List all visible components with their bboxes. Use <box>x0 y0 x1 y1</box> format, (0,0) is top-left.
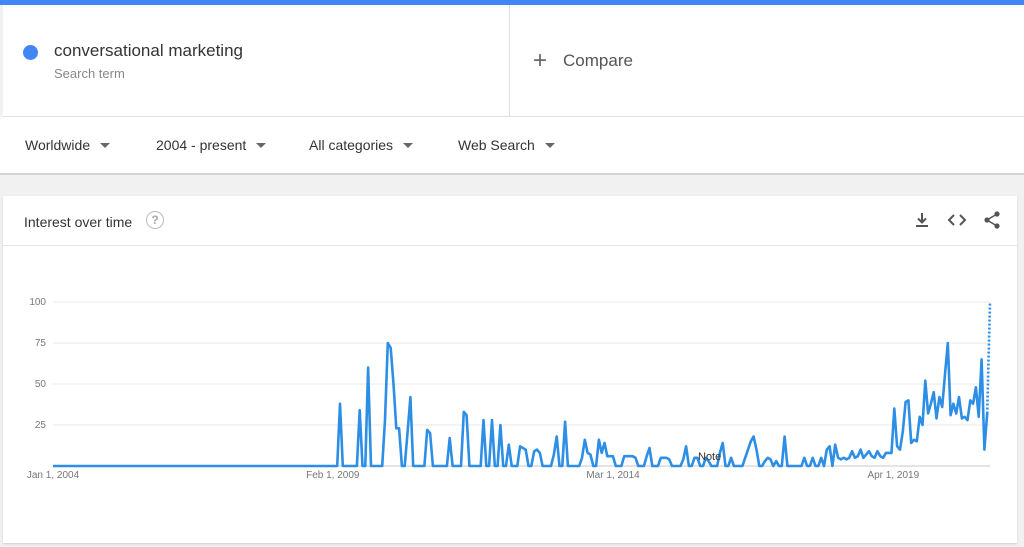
download-icon[interactable] <box>912 210 932 230</box>
filter-bar: Worldwide 2004 - present All categories … <box>0 117 1024 175</box>
compare-button[interactable]: + Compare <box>533 49 633 73</box>
interest-over-time-card: Interest over time ? <box>3 196 1017 543</box>
search-term-subtitle: Search term <box>54 66 125 81</box>
series-line <box>53 341 989 468</box>
card-header: Interest over time ? <box>3 196 1017 246</box>
search-term-title[interactable]: conversational marketing <box>54 41 243 60</box>
series-partial-data-segment <box>985 301 992 414</box>
share-icon[interactable] <box>982 210 1002 230</box>
compare-label: Compare <box>563 51 633 70</box>
time-range-label: 2004 - present <box>156 137 247 153</box>
chevron-down-icon <box>403 143 414 148</box>
card-title: Interest over time <box>24 214 133 230</box>
search-term-row: conversational marketing Search term + C… <box>3 5 1024 117</box>
x-axis-ticks: Jan 1, 2004 Feb 1, 2009 Mar 1, 2014 Apr 1, … <box>27 470 920 481</box>
note-label[interactable]: Note <box>698 451 721 463</box>
chevron-down-icon <box>544 143 555 148</box>
x-tick-label: Feb 1, 2009 <box>306 470 360 481</box>
search-term-card[interactable]: conversational marketing Search term <box>3 5 510 117</box>
y-tick-label: 100 <box>29 297 46 308</box>
chart-gridlines <box>53 301 990 467</box>
chevron-down-icon <box>256 143 267 148</box>
y-tick-label: 25 <box>35 420 47 431</box>
y-tick-label: 75 <box>35 338 47 349</box>
search-type-label: Web Search <box>458 137 535 153</box>
top-accent-bar <box>0 0 1024 5</box>
plus-icon: + <box>533 47 548 74</box>
x-tick-label: Mar 1, 2014 <box>586 470 640 481</box>
chevron-down-icon <box>100 143 111 148</box>
y-axis-ticks: 100 75 50 25 <box>29 297 46 431</box>
x-tick-label: Jan 1, 2004 <box>27 470 80 481</box>
help-icon[interactable]: ? <box>146 211 164 229</box>
x-tick-label: Apr 1, 2019 <box>867 470 919 481</box>
embed-code-icon[interactable] <box>947 210 967 230</box>
series-color-dot <box>23 45 38 60</box>
y-tick-label: 50 <box>35 379 47 390</box>
search-type-dropdown[interactable]: Web Search <box>458 137 555 153</box>
time-range-dropdown[interactable]: 2004 - present <box>156 137 267 153</box>
region-dropdown[interactable]: Worldwide <box>25 137 111 153</box>
region-label: Worldwide <box>25 137 91 153</box>
chart-series <box>53 301 992 468</box>
category-dropdown[interactable]: All categories <box>309 137 414 153</box>
category-label: All categories <box>309 137 394 153</box>
